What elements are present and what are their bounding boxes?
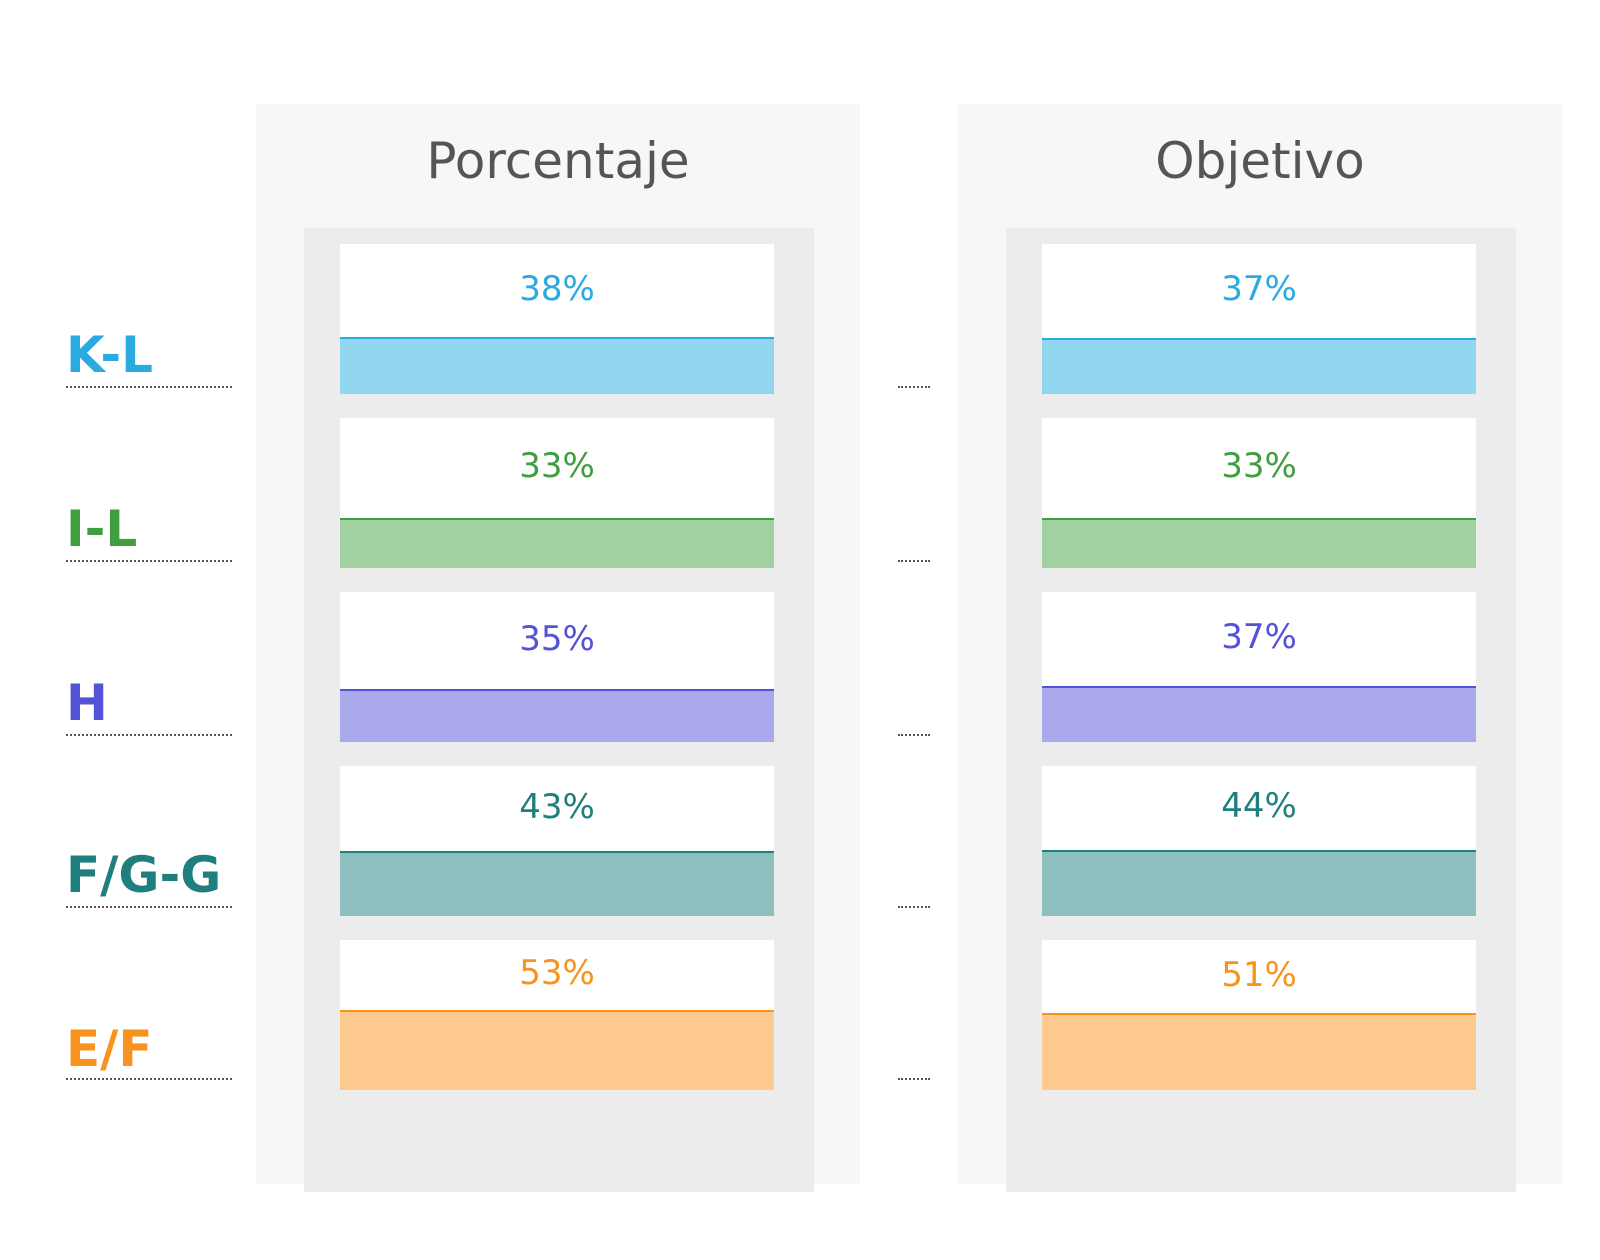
bar-value-label: 37% — [1221, 617, 1297, 657]
category-label: K-L — [66, 326, 154, 384]
bar-top-line — [1042, 1013, 1476, 1015]
bar-card: 44% — [1042, 766, 1476, 916]
bar-top-line — [1042, 850, 1476, 852]
bar-top-line — [340, 1010, 774, 1012]
bar — [1042, 850, 1476, 916]
bar-top-line — [340, 689, 774, 691]
dotted-leader — [898, 734, 930, 736]
bar-card: 43% — [340, 766, 774, 916]
bar — [1042, 1013, 1476, 1090]
panel-porcentaje: Porcentaje 38% 33% 35% 43% 53% — [256, 104, 860, 1192]
bar-value-label: 51% — [1221, 955, 1297, 995]
bar-value-label: 38% — [519, 269, 595, 309]
dotted-leader — [66, 906, 232, 908]
bar — [340, 689, 774, 742]
bar-top-line — [1042, 338, 1476, 340]
bar-value-label: 33% — [519, 446, 595, 486]
bar-card: 33% — [1042, 418, 1476, 568]
dotted-leader — [66, 386, 232, 388]
bar-card: 35% — [340, 592, 774, 742]
bar-card: 53% — [340, 940, 774, 1090]
dotted-leader — [66, 734, 232, 736]
bar-card: 38% — [340, 244, 774, 394]
bar-value-label: 33% — [1221, 446, 1297, 486]
dotted-leader — [898, 1078, 930, 1080]
bar — [1042, 686, 1476, 742]
bar — [340, 518, 774, 568]
bar — [340, 1010, 774, 1090]
bar-card: 33% — [340, 418, 774, 568]
panel-title: Porcentaje — [426, 132, 690, 190]
bar-value-label: 44% — [1221, 786, 1297, 826]
bar-value-label: 37% — [1221, 269, 1297, 309]
dotted-leader — [66, 1078, 232, 1080]
category-label: F/G-G — [66, 846, 222, 904]
dotted-leader — [66, 560, 232, 562]
category-label: E/F — [66, 1020, 153, 1078]
panel-inner: 38% 33% 35% 43% 53% — [304, 228, 814, 1192]
dotted-leader — [898, 906, 930, 908]
bar — [340, 851, 774, 916]
bar-top-line — [340, 518, 774, 520]
bar-card: 37% — [1042, 592, 1476, 742]
bar — [1042, 338, 1476, 394]
category-label: H — [66, 674, 108, 732]
dotted-leader — [898, 560, 930, 562]
category-label: I-L — [66, 500, 138, 558]
bar-card: 51% — [1042, 940, 1476, 1090]
panel-inner: 37% 33% 37% 44% 51% — [1006, 228, 1516, 1192]
dotted-leader — [898, 386, 930, 388]
bar — [1042, 518, 1476, 568]
panel-title: Objetivo — [1155, 132, 1365, 190]
bar-value-label: 53% — [519, 953, 595, 993]
bar-top-line — [1042, 686, 1476, 688]
bar-top-line — [1042, 518, 1476, 520]
panel-objetivo: Objetivo 37% 33% 37% 44% 51% — [958, 104, 1562, 1192]
bar-top-line — [340, 337, 774, 339]
bar-value-label: 43% — [519, 787, 595, 827]
bar — [340, 337, 774, 394]
bar-top-line — [340, 851, 774, 853]
bar-card: 37% — [1042, 244, 1476, 394]
bar-value-label: 35% — [519, 619, 595, 659]
